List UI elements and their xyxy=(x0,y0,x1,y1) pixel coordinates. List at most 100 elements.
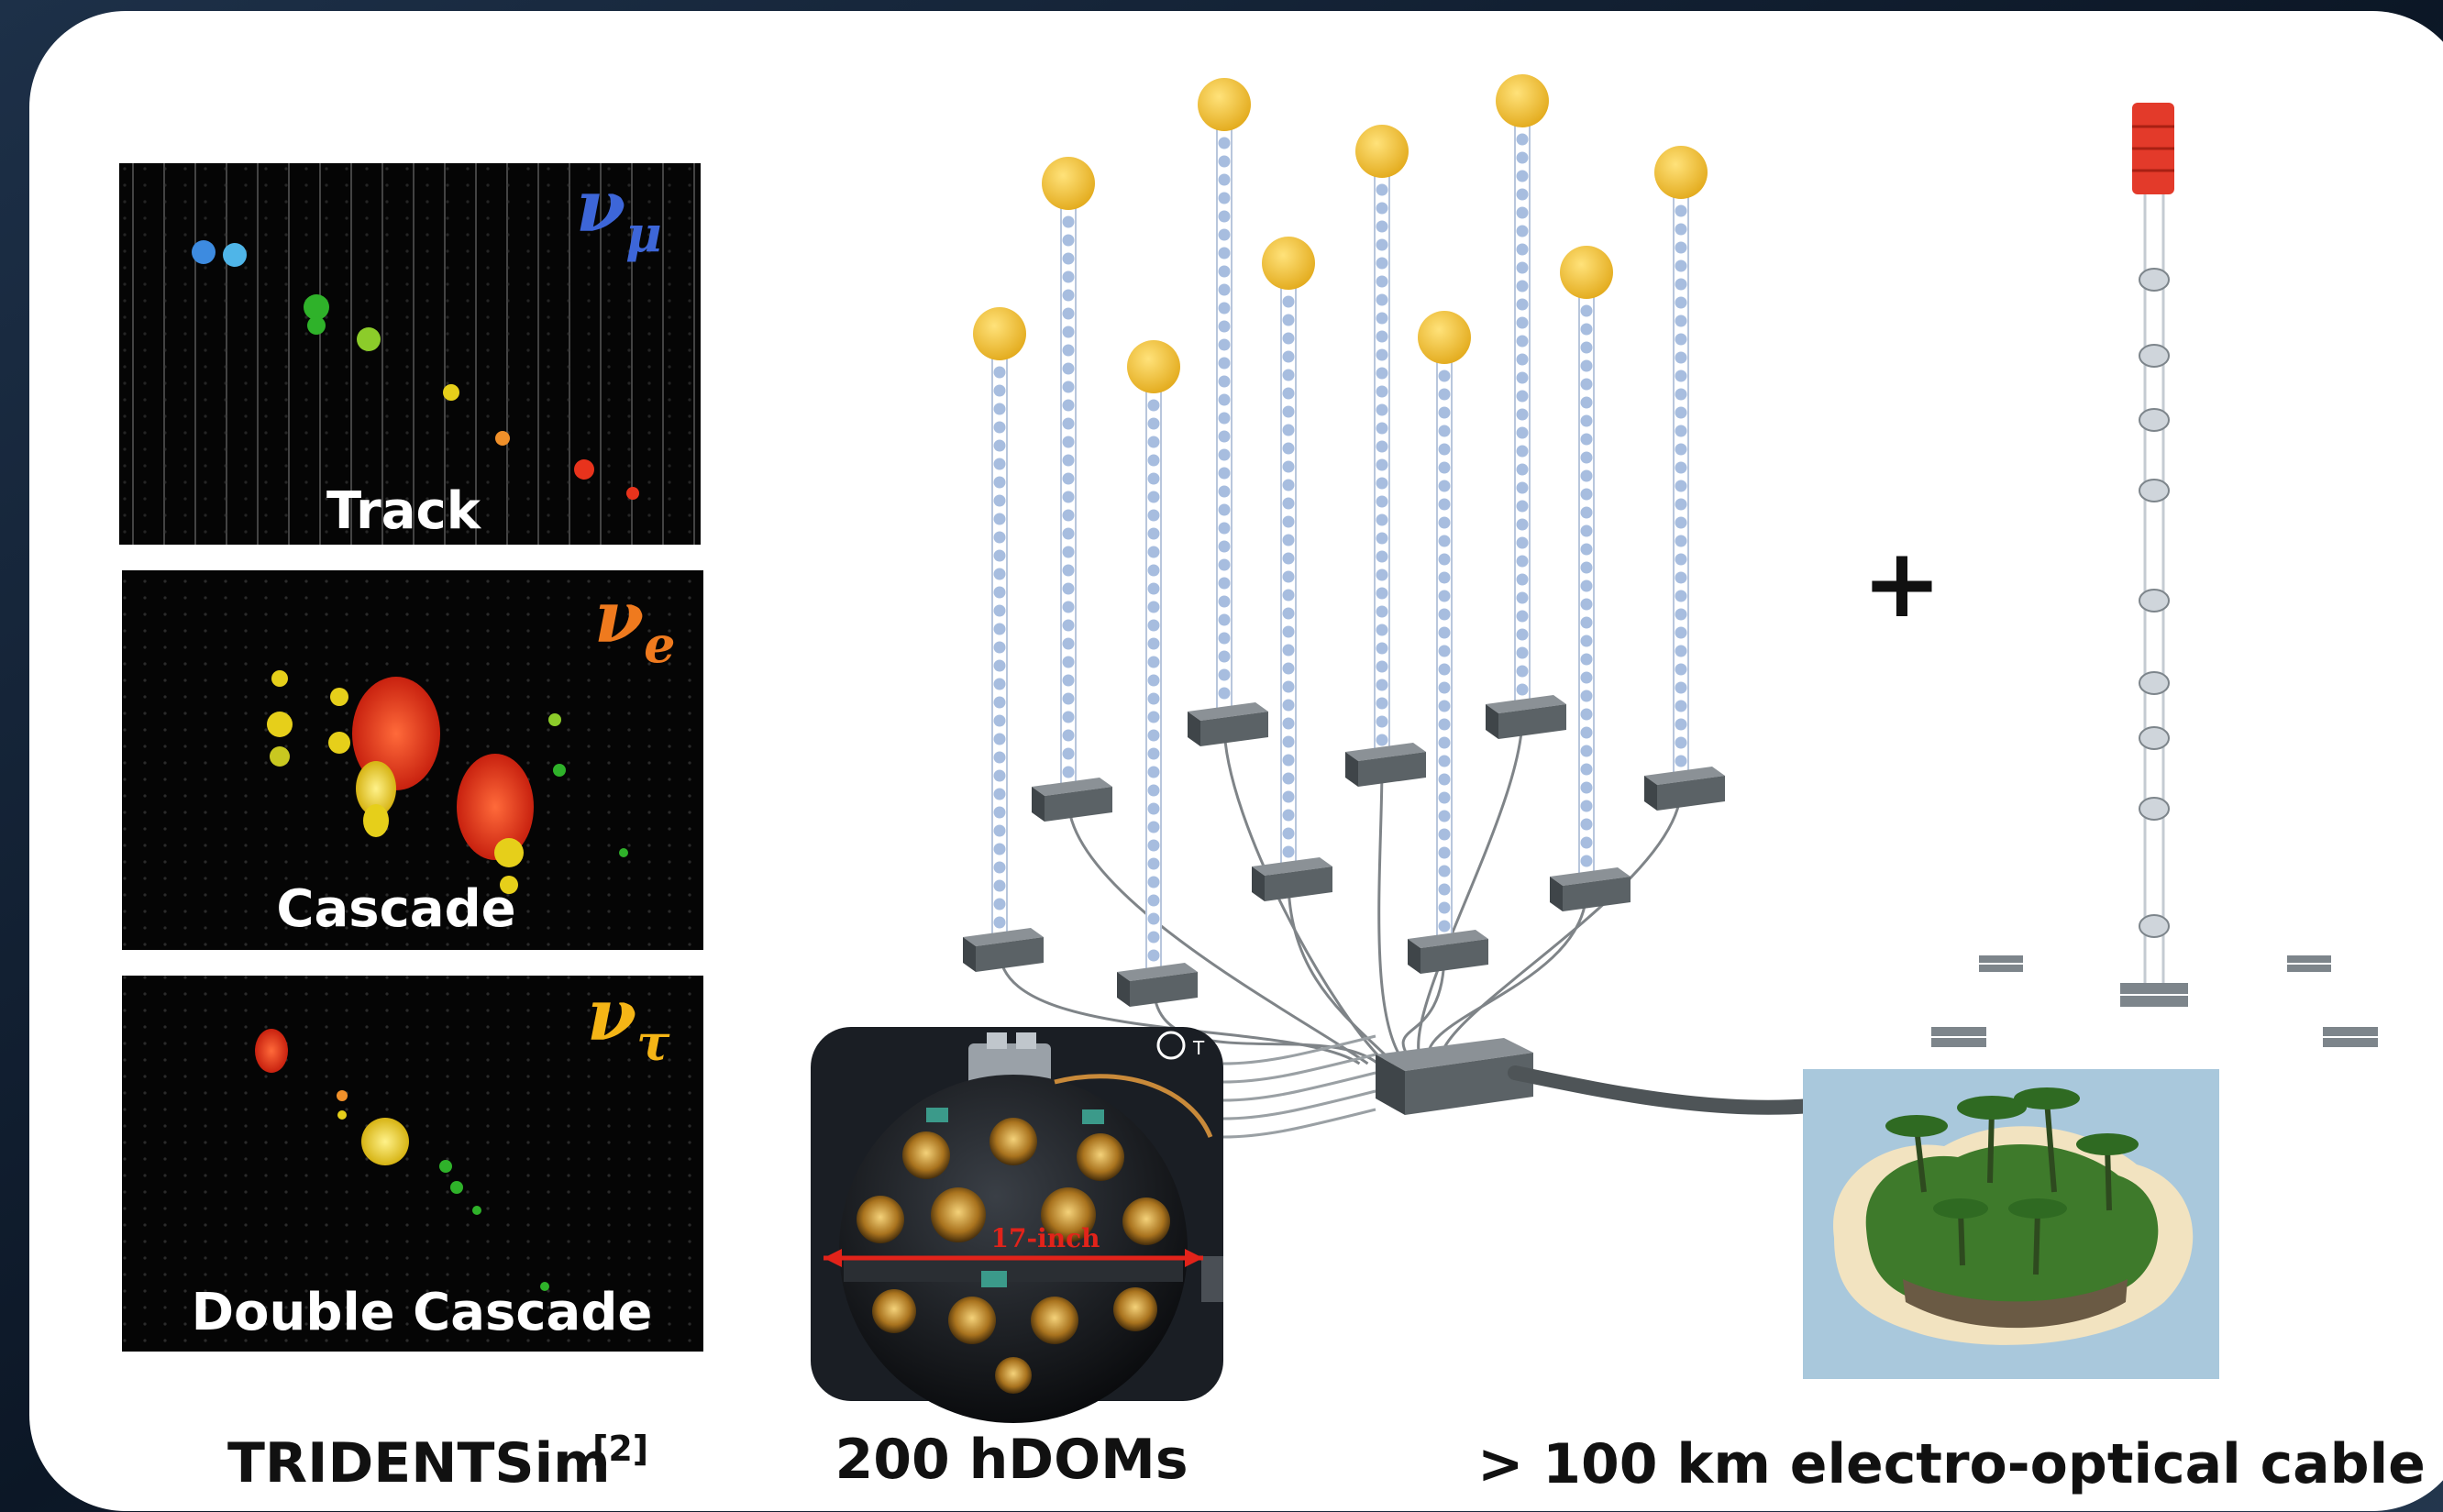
optical-module-bead xyxy=(1218,430,1231,443)
optical-module-bead xyxy=(993,751,1006,764)
optical-module-bead xyxy=(1282,680,1295,693)
track-event-panel: νμ Track xyxy=(119,163,701,545)
optical-module-bead xyxy=(1218,467,1231,480)
optical-module-bead xyxy=(1282,644,1295,657)
optical-module-bead xyxy=(1675,241,1687,254)
optical-module-bead xyxy=(1218,210,1231,223)
optical-module-bead xyxy=(1218,137,1231,149)
optical-module-bead xyxy=(993,384,1006,397)
optical-module-bead xyxy=(1218,485,1231,498)
optical-module-bead xyxy=(1376,605,1388,618)
optical-module-bead xyxy=(1147,931,1160,944)
buoy-icon xyxy=(1355,125,1409,178)
optical-module-bead xyxy=(1218,155,1231,168)
optical-module-bead xyxy=(1516,628,1529,641)
optical-module-bead xyxy=(1438,608,1451,621)
optical-module-bead xyxy=(1376,403,1388,416)
optical-module-bead xyxy=(1147,637,1160,650)
optical-module-bead xyxy=(1516,206,1529,219)
hdom-link-cable xyxy=(1222,1034,1376,1065)
optical-module-bead xyxy=(1675,718,1687,731)
junction-box-icon xyxy=(976,937,1044,972)
optical-module-bead xyxy=(1438,865,1451,877)
optical-module-bead xyxy=(1147,546,1160,558)
diameter-label: 17-inch xyxy=(991,1223,1100,1253)
optical-module-bead xyxy=(1516,683,1529,696)
floating-string-module xyxy=(2139,268,2170,292)
optical-module-bead xyxy=(1580,616,1593,629)
optical-module-bead xyxy=(1580,690,1593,702)
optical-module-bead xyxy=(1675,296,1687,309)
junction-box-icon xyxy=(1498,704,1566,739)
optical-module-bead xyxy=(993,714,1006,727)
optical-module-bead xyxy=(1675,498,1687,511)
optical-module-bead xyxy=(1147,564,1160,577)
optical-module-bead xyxy=(1062,564,1075,577)
optical-module-bead xyxy=(1147,619,1160,632)
nu-mu-label: νμ xyxy=(576,165,662,263)
optical-module-bead xyxy=(1438,535,1451,547)
optical-module-bead xyxy=(1516,188,1529,201)
buoy-icon xyxy=(1418,311,1471,364)
optical-module-bead xyxy=(1147,839,1160,852)
optical-module-bead xyxy=(1218,650,1231,663)
junction-box-side xyxy=(1252,866,1265,901)
optical-module-bead xyxy=(1580,323,1593,336)
optical-module-bead xyxy=(1580,745,1593,757)
optical-module-bead xyxy=(1062,601,1075,613)
optical-module-bead xyxy=(1376,202,1388,215)
optical-module-bead xyxy=(1580,635,1593,647)
optical-module-bead xyxy=(993,843,1006,855)
optical-module-bead xyxy=(1516,536,1529,549)
island-icon xyxy=(1803,1069,2219,1379)
optical-module-bead xyxy=(1218,503,1231,516)
optical-module-bead xyxy=(1062,619,1075,632)
optical-module-bead xyxy=(1376,642,1388,655)
optical-module-bead xyxy=(1282,332,1295,345)
optical-module-bead xyxy=(1376,330,1388,343)
optical-module-bead xyxy=(1438,901,1451,914)
optical-module-bead xyxy=(1282,442,1295,455)
optical-module-bead xyxy=(1282,497,1295,510)
optical-module-bead xyxy=(1282,295,1295,308)
hdom-photo: 17-inch T xyxy=(811,1027,1223,1423)
nu-e-label: νe xyxy=(594,576,675,674)
optical-module-bead xyxy=(993,623,1006,635)
optical-module-bead xyxy=(1516,573,1529,586)
optical-module-bead xyxy=(1147,454,1160,467)
optical-module-bead xyxy=(1675,645,1687,657)
optical-module-bead xyxy=(1218,668,1231,681)
optical-module-bead xyxy=(1282,515,1295,528)
optical-module-bead xyxy=(1376,568,1388,581)
optical-module-bead xyxy=(1218,632,1231,645)
optical-module-bead xyxy=(1580,488,1593,501)
junction-box-side xyxy=(1032,787,1045,822)
optical-module-bead xyxy=(1580,433,1593,446)
optical-module-bead xyxy=(1675,223,1687,236)
optical-module-bead xyxy=(1438,700,1451,712)
optical-module-bead xyxy=(1580,341,1593,354)
optical-module-bead xyxy=(1282,790,1295,803)
optical-module-bead xyxy=(993,494,1006,507)
optical-module-bead xyxy=(1438,663,1451,676)
optical-module-bead xyxy=(1062,766,1075,778)
optical-module-bead xyxy=(993,788,1006,800)
optical-module-bead xyxy=(1438,810,1451,822)
buoy-icon xyxy=(1127,340,1180,393)
optical-module-bead xyxy=(1438,443,1451,456)
optical-module-bead xyxy=(1147,949,1160,962)
optical-module-bead xyxy=(1675,388,1687,401)
optical-module-bead xyxy=(1376,734,1388,746)
optical-module-bead xyxy=(1218,595,1231,608)
optical-module-bead xyxy=(1147,436,1160,448)
junction-box-side xyxy=(1486,704,1498,739)
floating-string-module xyxy=(2139,344,2170,368)
optical-module-bead xyxy=(1580,304,1593,317)
optical-module-bead xyxy=(1516,225,1529,237)
optical-module-bead xyxy=(993,898,1006,911)
detector-string xyxy=(963,307,1044,972)
junction-box-side xyxy=(1644,776,1657,811)
optical-module-bead xyxy=(1376,348,1388,361)
optical-module-bead xyxy=(1516,280,1529,292)
